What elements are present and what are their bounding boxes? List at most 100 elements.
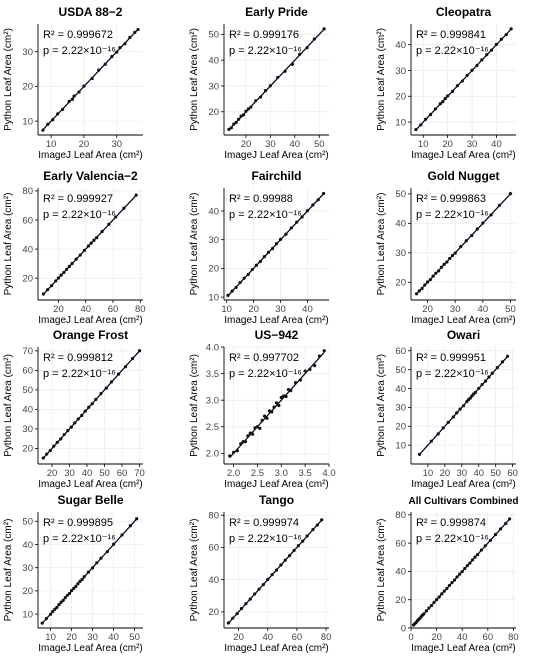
x-tick-label: 30 xyxy=(87,632,98,643)
data-point xyxy=(455,411,459,415)
data-point xyxy=(507,517,512,521)
data-point xyxy=(67,99,71,103)
data-point xyxy=(475,552,480,557)
data-point xyxy=(226,293,230,298)
data-point xyxy=(311,527,315,532)
data-point xyxy=(289,389,293,393)
data-point xyxy=(420,286,424,291)
x-tick-label: 40 xyxy=(108,632,119,643)
data-point xyxy=(41,292,46,296)
data-point xyxy=(51,118,55,122)
data-point xyxy=(489,213,493,217)
data-point xyxy=(65,593,69,597)
data-point xyxy=(423,283,427,287)
y-tick-label: 60 xyxy=(208,543,219,554)
data-point xyxy=(82,575,86,579)
data-point xyxy=(254,99,258,103)
y-tick-label: 30 xyxy=(208,235,219,246)
data-point xyxy=(100,229,104,234)
data-point xyxy=(292,548,296,553)
data-point xyxy=(322,27,326,31)
y-tick-label: 2.0 xyxy=(206,449,219,460)
x-tick-label: 40 xyxy=(457,632,468,643)
data-point xyxy=(443,97,447,101)
data-point xyxy=(473,390,477,395)
data-point xyxy=(44,616,49,621)
data-point xyxy=(460,569,464,574)
y-tick-label: 20 xyxy=(395,278,406,289)
data-point xyxy=(261,583,265,587)
data-point xyxy=(437,595,441,599)
y-axis-label: Python Leaf Area (cm²) xyxy=(189,28,200,131)
data-point xyxy=(70,97,75,101)
y-tick-label: 40 xyxy=(22,244,33,255)
y-tick-label: 60 xyxy=(395,538,406,549)
data-point xyxy=(483,544,487,548)
data-point xyxy=(266,250,271,254)
data-point xyxy=(286,387,291,392)
y-tick-label: 60 xyxy=(22,215,33,226)
p-value-label: p = 2.22×10⁻¹⁶ xyxy=(416,368,489,380)
data-point xyxy=(74,257,78,261)
data-point xyxy=(128,35,132,40)
data-point xyxy=(243,440,248,444)
data-point xyxy=(320,518,324,522)
data-point xyxy=(305,534,309,538)
x-tick-label: 20 xyxy=(241,139,252,150)
data-point xyxy=(92,238,96,242)
data-point xyxy=(94,397,98,402)
data-point xyxy=(455,575,459,579)
data-point xyxy=(424,609,428,613)
data-point xyxy=(274,568,279,572)
data-point xyxy=(447,583,452,588)
y-tick-label: 40 xyxy=(395,219,406,230)
x-tick-label: 50 xyxy=(99,468,110,479)
data-point xyxy=(458,407,462,411)
data-point xyxy=(483,379,488,383)
x-tick-label: 60 xyxy=(108,304,119,315)
data-point xyxy=(284,394,288,399)
data-point xyxy=(76,417,80,421)
x-axis-label: ImageJ Leaf Area (cm²) xyxy=(38,643,142,654)
data-point xyxy=(73,421,77,425)
data-point xyxy=(422,612,426,616)
y-tick-label: 60 xyxy=(395,346,406,357)
data-point xyxy=(414,292,419,296)
y-tick-label: 30 xyxy=(395,248,406,259)
y-axis-label: Python Leaf Area (cm²) xyxy=(376,28,387,131)
data-point xyxy=(450,253,455,258)
data-point xyxy=(53,607,57,611)
data-point xyxy=(266,577,270,582)
data-point xyxy=(234,285,238,289)
x-axis-label: ImageJ Leaf Area (cm²) xyxy=(411,643,515,654)
y-tick-label: 10 xyxy=(22,609,33,620)
data-point xyxy=(442,589,446,593)
y-tick-label: 0 xyxy=(401,623,406,634)
data-point xyxy=(230,289,234,293)
y-tick-label: 20 xyxy=(22,273,33,284)
data-point xyxy=(52,444,56,448)
data-point xyxy=(97,68,101,72)
data-point xyxy=(284,232,288,236)
x-tick-label: 2.5 xyxy=(251,468,264,479)
data-point xyxy=(238,280,242,285)
data-point xyxy=(54,279,58,283)
data-point xyxy=(479,548,484,552)
x-tick-label: 20 xyxy=(53,304,64,315)
x-axis-label: ImageJ Leaf Area (cm²) xyxy=(224,315,328,326)
data-point xyxy=(244,109,248,113)
data-point xyxy=(451,415,455,419)
data-point xyxy=(279,395,283,400)
panel-title: US−942 xyxy=(255,328,299,342)
x-axis-label: ImageJ Leaf Area (cm²) xyxy=(38,315,142,326)
panel-title: Fairchild xyxy=(251,169,301,183)
data-point xyxy=(49,612,53,616)
data-point xyxy=(435,597,439,602)
p-value-label: p = 2.22×10⁻¹⁶ xyxy=(229,209,302,221)
x-tick-label: 10 xyxy=(45,632,56,643)
x-tick-label: 80 xyxy=(321,632,332,643)
y-axis-label: Python Leaf Area (cm²) xyxy=(376,193,387,296)
data-point xyxy=(505,354,510,358)
